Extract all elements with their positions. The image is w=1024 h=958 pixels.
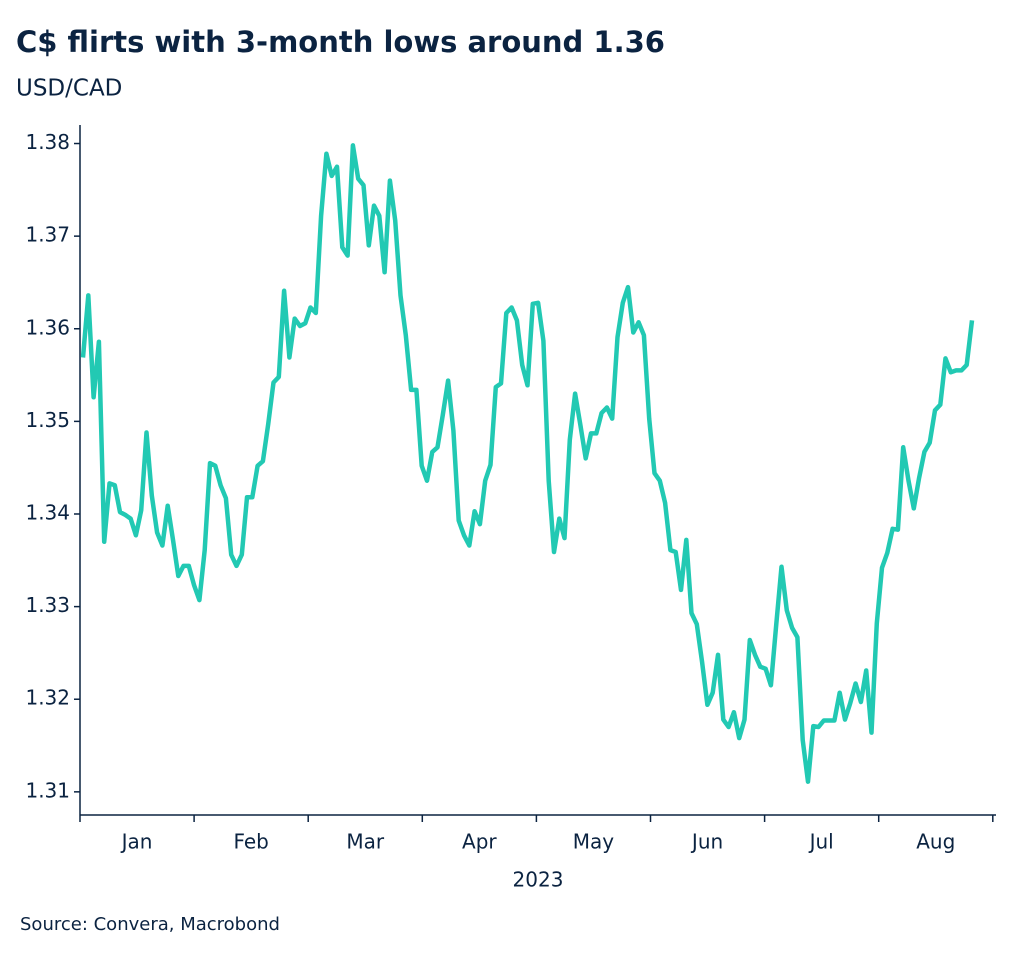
y-tick-label: 1.34: [25, 500, 70, 524]
y-tick-label: 1.37: [25, 223, 70, 247]
y-tick-label: 1.32: [25, 686, 70, 710]
y-tick-label: 1.38: [25, 130, 70, 154]
x-tick-label: Jun: [690, 830, 723, 854]
y-tick-label: 1.35: [25, 408, 70, 432]
x-tick-label: Mar: [346, 830, 385, 854]
x-tick-label: Apr: [462, 830, 497, 854]
x-tick-label: Feb: [233, 830, 268, 854]
x-tick-label: Jul: [808, 830, 834, 854]
chart-subtitle: USD/CAD: [16, 76, 122, 102]
x-tick-label: May: [573, 830, 615, 854]
chart-title: C$ flirts with 3-month lows around 1.36: [16, 25, 665, 59]
source: Source: Convera, Macrobond: [20, 914, 280, 935]
y-tick-label: 1.31: [25, 778, 70, 802]
x-axis-label: 2023: [513, 868, 564, 892]
x-tick-label: Aug: [916, 830, 955, 854]
line: [80, 143, 975, 784]
y-tick-label: 1.33: [25, 593, 70, 617]
y-tick-label: 1.36: [25, 315, 70, 339]
x-tick-label: Jan: [120, 830, 153, 854]
